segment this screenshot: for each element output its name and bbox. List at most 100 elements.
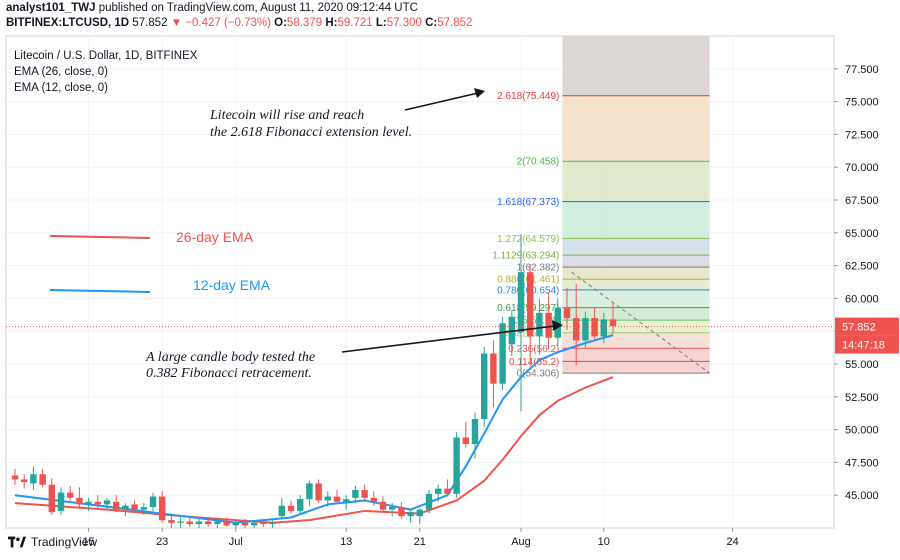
candle-body — [177, 521, 184, 523]
candle-body — [379, 501, 387, 510]
ema12-sample-line — [49, 289, 151, 293]
candle-annotation-line1: A large candle body tested the — [145, 350, 315, 365]
candle-body — [563, 307, 571, 319]
candle-body — [600, 319, 607, 337]
last-price-badge — [835, 317, 899, 336]
symbol-info: BITFINEX:LTCUSD, 1D 57.852 ▼ −0.427 (−0.… — [6, 17, 472, 29]
price-change: ▼ −0.427 (−0.73%) — [170, 17, 271, 29]
candle-body — [527, 272, 534, 337]
candle-body — [232, 522, 239, 526]
candle-body — [545, 312, 552, 338]
ema12-legend: EMA (12, close, 0) — [14, 82, 108, 94]
x-tick-label: 24 — [726, 536, 738, 548]
grid — [6, 36, 834, 528]
candle-body — [39, 474, 46, 485]
candle-body — [269, 522, 276, 525]
fib-zone — [562, 361, 710, 374]
candle-body — [223, 521, 230, 526]
publish-info: analyst101_TWJ published on TradingView.… — [6, 2, 418, 14]
candle-body — [416, 509, 423, 517]
open-label: O: — [274, 17, 287, 29]
candle-body — [48, 484, 55, 513]
candle-body — [297, 499, 304, 511]
fib-zone — [562, 95, 710, 162]
fib-zone — [562, 332, 710, 349]
x-tick-label: Aug — [511, 536, 531, 548]
candle-body — [306, 483, 313, 500]
fib-zone — [562, 289, 710, 308]
fib-level-label: 0.236(56.2) — [508, 344, 559, 355]
candle-body — [333, 496, 341, 502]
candle-body — [389, 507, 396, 510]
x-axis[interactable]: 15 23 Jul 13 21 Aug 10 24 — [82, 528, 739, 548]
x-tick-label: 21 — [414, 536, 426, 548]
chart-title: Litecoin / U.S. Dollar, 1D, BITFINEX — [14, 50, 198, 62]
fib-zone — [562, 267, 710, 280]
fib-zone — [562, 201, 710, 239]
fib-level-label: 1.618(67.373) — [497, 197, 559, 208]
candle-body — [11, 475, 19, 480]
y-axis[interactable]: 45.00047.50050.00052.50055.00057.50060.0… — [834, 64, 879, 502]
fib-level-label: 2(70.458) — [517, 157, 560, 168]
candle-body — [131, 504, 138, 510]
rise-arrow-head — [474, 88, 485, 98]
candle-body — [462, 437, 469, 445]
candle-body — [324, 496, 331, 501]
y-tick-label: 47.500 — [845, 457, 879, 469]
candle-body — [444, 488, 451, 494]
y-tick-label: 75.000 — [845, 97, 879, 109]
candle-body — [260, 522, 267, 525]
candle-arrow-head — [552, 320, 563, 331]
candle-body — [490, 353, 497, 384]
candle-body — [361, 489, 368, 498]
x-tick-label: 15 — [82, 536, 94, 548]
candle-body — [241, 522, 249, 526]
candle-body — [343, 499, 350, 502]
candle-body — [214, 521, 221, 525]
tradingview-logo-icon — [8, 536, 26, 548]
y-tick-label: 62.500 — [845, 261, 879, 273]
candle-body — [591, 318, 598, 337]
candle-body — [103, 500, 111, 505]
candle-body — [499, 323, 506, 384]
fib-zone — [562, 307, 710, 321]
candle-body — [315, 483, 322, 501]
fib-zone — [562, 279, 710, 290]
fib-zone-top — [562, 36, 710, 96]
candle-body — [85, 501, 92, 505]
candle-body — [609, 319, 617, 326]
candle-body — [140, 507, 147, 510]
candle-body — [21, 479, 28, 483]
fib-level-label: 0.114(55.2) — [509, 357, 559, 368]
ema26-annotation: 26-day EMA — [176, 229, 254, 245]
y-tick-label: 72.500 — [845, 129, 879, 141]
candle-body — [453, 437, 460, 494]
high-value: 59.721 — [337, 17, 373, 29]
y-tick-label: 50.000 — [845, 425, 879, 437]
countdown-badge — [835, 335, 899, 354]
footer-brand[interactable]: TradingView — [31, 535, 98, 549]
candle-body — [352, 489, 359, 498]
fib-level-label: 1.1129(63.294) — [492, 251, 559, 262]
high-label: H: — [325, 17, 338, 29]
fib-level-label: 1(62.382) — [517, 263, 560, 274]
fib-zone — [562, 255, 710, 268]
y-tick-label: 67.500 — [845, 195, 879, 207]
candle-body — [159, 496, 166, 521]
candle-annotation-line2: 0.382 Fibonacci retracement. — [146, 366, 312, 381]
y-tick-label: 55.000 — [845, 359, 879, 371]
symbol-name[interactable]: BITFINEX:LTCUSD, 1D — [6, 17, 130, 29]
candle-body — [149, 496, 157, 508]
publisher-name[interactable]: analyst101_TWJ — [6, 2, 96, 14]
rise-annotation-line2: the 2.618 Fibonacci extension level. — [210, 125, 412, 140]
ema26-line — [14, 376, 614, 524]
candle-body — [76, 497, 83, 505]
fibonacci-extension[interactable]: 2.618(75.449) 2(70.458) 1.618(67.373) 1.272… — [492, 36, 710, 380]
x-tick-label: 13 — [340, 536, 352, 548]
candle-body — [113, 501, 120, 510]
fib-trend-line — [571, 271, 710, 374]
fib-level-label: 1.272(64.579) — [497, 234, 559, 245]
candle-body — [57, 492, 65, 511]
close-value: 57.852 — [437, 17, 473, 29]
